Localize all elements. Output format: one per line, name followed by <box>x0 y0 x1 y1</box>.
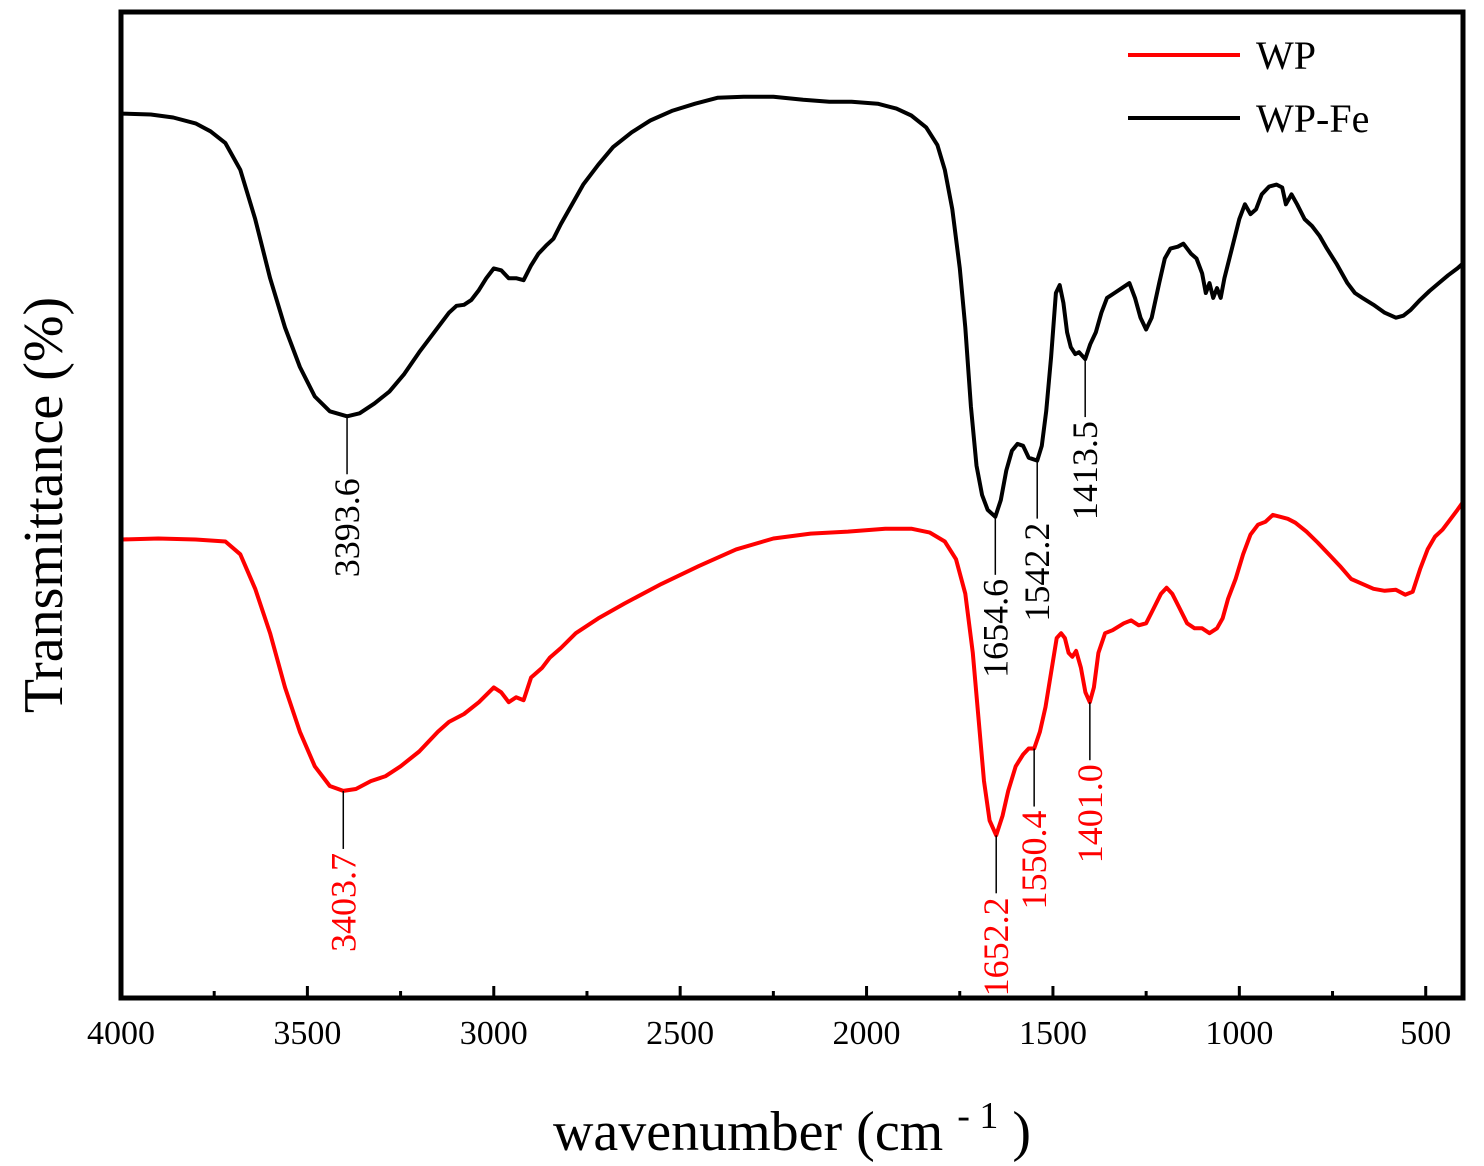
x-tick-label: 2500 <box>646 1015 714 1052</box>
x-tick-label: 3500 <box>273 1015 341 1052</box>
legend: WP WP-Fe <box>1128 33 1369 141</box>
peak-label: 1413.5 <box>1065 421 1105 520</box>
y-axis-title: Transmittance (%) <box>13 297 75 713</box>
x-tick-label: 3000 <box>460 1015 528 1052</box>
series-line-wp-fe <box>120 94 1465 519</box>
x-axis-ticks: 4000 3500 3000 2500 2000 1500 1000 500 <box>87 986 1451 1052</box>
peak-label: 1654.6 <box>975 579 1015 678</box>
peak-label: 1542.2 <box>1017 523 1057 622</box>
peak-label: 1401.0 <box>1070 764 1110 863</box>
x-tick-label: 1000 <box>1205 1015 1273 1052</box>
plot-frame <box>118 9 1466 1001</box>
x-tick-label: 4000 <box>87 1015 155 1052</box>
series-lines <box>120 94 1465 838</box>
x-axis-title-close: ) <box>1012 1101 1031 1163</box>
series-line-wp <box>120 500 1465 838</box>
legend-label-wp-fe: WP-Fe <box>1256 96 1369 141</box>
x-axis-title: wavenumber (cm - 1 ) <box>553 1079 1031 1163</box>
peak-label: 3403.7 <box>323 853 363 952</box>
x-axis-title-superscript: - 1 <box>957 1095 998 1137</box>
x-axis-title-main: wavenumber (cm <box>553 1101 943 1163</box>
x-tick-label: 500 <box>1400 1015 1451 1052</box>
x-tick-label: 1500 <box>1019 1015 1087 1052</box>
peak-label: 3393.6 <box>327 478 367 577</box>
legend-label-wp: WP <box>1256 33 1316 78</box>
x-tick-label: 2000 <box>833 1015 901 1052</box>
peak-label: 1652.2 <box>976 897 1016 996</box>
peak-label: 1550.4 <box>1014 811 1054 910</box>
